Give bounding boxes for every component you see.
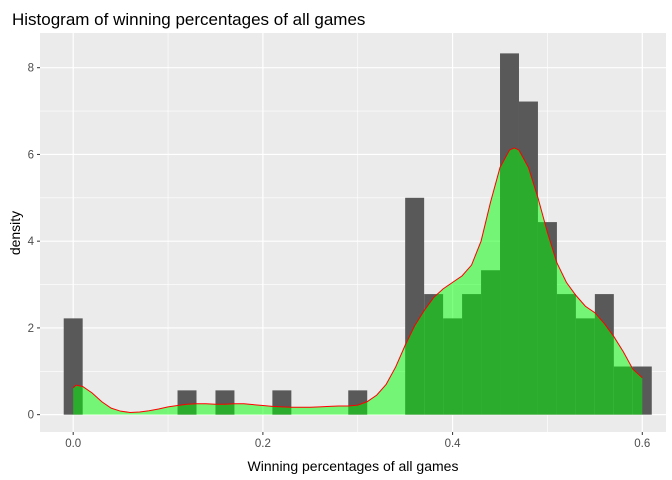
y-axis: 0 2 4 6 8	[28, 63, 40, 422]
y-tick-label: 6	[28, 149, 34, 161]
grid-lines	[40, 33, 666, 432]
x-tick-label: 0.2	[255, 438, 271, 450]
x-tick-label: 0.4	[445, 438, 462, 450]
y-axis-title: density	[7, 211, 23, 255]
chart-title: Histogram of winning percentages of all …	[12, 10, 365, 29]
density-line	[72, 147, 643, 413]
y-tick-label: 0	[28, 410, 34, 422]
y-tick-label: 4	[28, 236, 35, 248]
density-area	[73, 147, 643, 415]
density-curve	[72, 147, 643, 415]
x-axis-title: Winning percentages of all games	[248, 458, 459, 474]
y-tick-label: 2	[28, 323, 34, 335]
x-axis: 0.0 0.2 0.4 0.6	[65, 432, 650, 450]
x-tick-label: 0.0	[65, 438, 81, 450]
y-tick-label: 8	[28, 63, 34, 75]
x-tick-label: 0.6	[634, 438, 650, 450]
